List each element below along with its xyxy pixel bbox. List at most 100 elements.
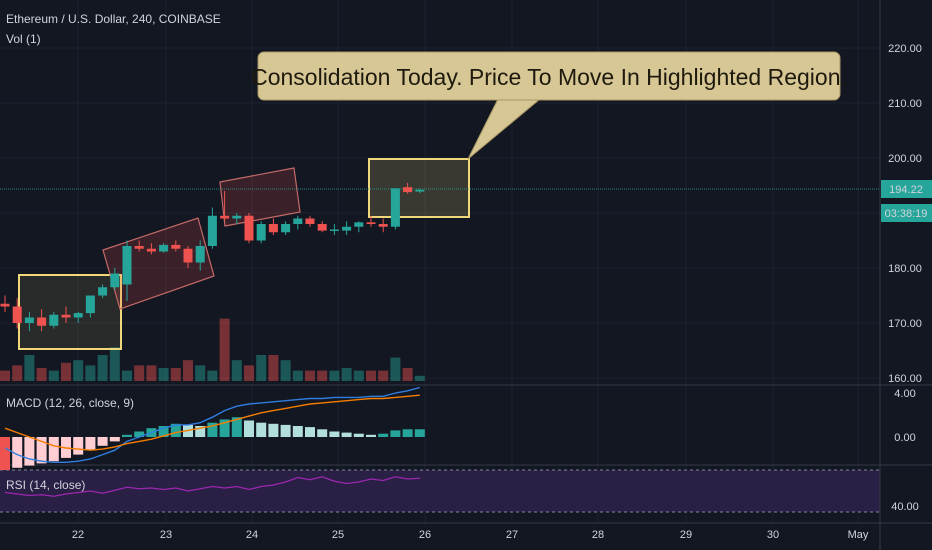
candles <box>0 182 425 332</box>
candle-body <box>12 306 22 323</box>
candle-body <box>24 317 34 323</box>
date-tick-label: 22 <box>72 529 84 541</box>
volume-bar <box>390 357 401 381</box>
candle-body <box>415 189 425 192</box>
volume-bar <box>97 355 108 381</box>
rsi-indicator-label[interactable]: RSI (14, close) <box>6 478 86 492</box>
symbol-title[interactable]: Ethereum / U.S. Dollar, 240, COINBASE <box>6 12 221 26</box>
macd-indicator-label[interactable]: MACD (12, 26, close, 9) <box>6 396 135 410</box>
macd-histogram-bar <box>195 426 206 437</box>
price-tick-label: 160.00 <box>888 373 922 385</box>
date-tick-label: 27 <box>506 529 518 541</box>
volume-bar <box>12 365 23 381</box>
date-tick-label: 28 <box>592 529 604 541</box>
macd-histogram-bar <box>231 417 242 437</box>
volume-bar <box>109 347 120 381</box>
candle-body <box>49 314 59 326</box>
price-badge-text: 194.22 <box>889 184 923 196</box>
volume-bars <box>0 318 425 381</box>
macd-histogram-bar <box>390 430 401 437</box>
macd-histogram-bar <box>85 437 96 451</box>
volume-bar <box>183 360 193 381</box>
volume-bar <box>122 370 132 381</box>
candle-body <box>207 215 217 246</box>
candle-body <box>0 303 10 307</box>
volume-bar <box>170 368 181 381</box>
volume-bar <box>146 365 157 381</box>
macd-tick-label: 4.00 <box>894 388 915 400</box>
volume-bar <box>317 370 328 381</box>
candle-body <box>244 215 254 241</box>
volume-bar <box>24 355 35 381</box>
candle-body <box>342 226 352 231</box>
volume-bar <box>305 370 315 381</box>
macd-histogram-bar <box>207 422 218 437</box>
macd-histogram-bar <box>280 424 291 437</box>
macd-histogram-bar <box>353 433 364 437</box>
candle-body <box>61 314 71 318</box>
date-tick-label: 25 <box>332 529 344 541</box>
macd-histogram-bar <box>244 420 254 437</box>
macd-histogram-bar <box>378 433 389 437</box>
price-tick-label: 200.00 <box>888 153 922 165</box>
macd-line <box>4 386 420 463</box>
macd-histogram-bar <box>48 437 59 462</box>
macd-pane <box>0 386 425 470</box>
macd-histogram-bar <box>256 422 267 437</box>
volume-bar <box>48 370 59 381</box>
volume-bar <box>341 368 352 381</box>
macd-histogram-bar <box>12 437 23 468</box>
candle-body <box>256 224 266 241</box>
candle-body <box>110 273 120 288</box>
rsi-line <box>4 476 420 497</box>
candle-body <box>220 215 230 219</box>
volume-bar <box>231 360 242 381</box>
candle-body <box>354 222 364 227</box>
macd-histogram-bar <box>305 427 315 437</box>
macd-histogram-bar <box>366 434 376 437</box>
volume-bar <box>36 368 47 381</box>
volume-bar <box>378 370 389 381</box>
macd-histogram-bar <box>97 437 108 446</box>
volume-bar <box>268 355 279 381</box>
candle-body <box>134 246 144 249</box>
candle-body <box>171 244 181 249</box>
highlight-box-1[interactable] <box>18 274 122 350</box>
date-tick-label: May <box>848 529 869 541</box>
signal-line <box>4 394 420 451</box>
volume-indicator-label[interactable]: Vol (1) <box>6 32 41 46</box>
volume-bar <box>158 368 169 381</box>
price-tick-label: 180.00 <box>888 263 922 275</box>
candle-body <box>329 229 339 231</box>
macd-histogram-bar <box>134 431 145 437</box>
candle-body <box>122 246 132 285</box>
candle-body <box>317 224 327 231</box>
volume-bar <box>329 370 340 381</box>
rsi-tick-label: 40.00 <box>891 501 919 513</box>
candle-body <box>366 222 376 224</box>
volume-bar <box>353 370 364 381</box>
macd-tick-label: 0.00 <box>894 432 915 444</box>
macd-histogram-bar <box>109 437 120 442</box>
volume-bar <box>61 362 71 381</box>
annotation-callout[interactable] <box>257 51 841 160</box>
candle-body <box>281 224 291 233</box>
volume-bar <box>244 365 254 381</box>
target-region-box[interactable] <box>368 158 470 218</box>
macd-histogram-bar <box>158 426 169 437</box>
macd-histogram-bar <box>329 431 340 437</box>
price-badge <box>881 180 932 198</box>
volume-bar <box>402 368 413 381</box>
candle-body <box>232 215 242 219</box>
macd-histogram-bar <box>170 423 181 437</box>
macd-histogram-bar <box>24 437 35 466</box>
candle-body <box>98 287 108 296</box>
candle-body <box>183 248 193 263</box>
macd-histogram-bar <box>0 437 10 470</box>
candle-body <box>378 224 388 227</box>
macd-histogram-bar <box>122 434 132 437</box>
macd-histogram-bar <box>292 426 303 437</box>
channel-box-3[interactable] <box>219 167 301 227</box>
